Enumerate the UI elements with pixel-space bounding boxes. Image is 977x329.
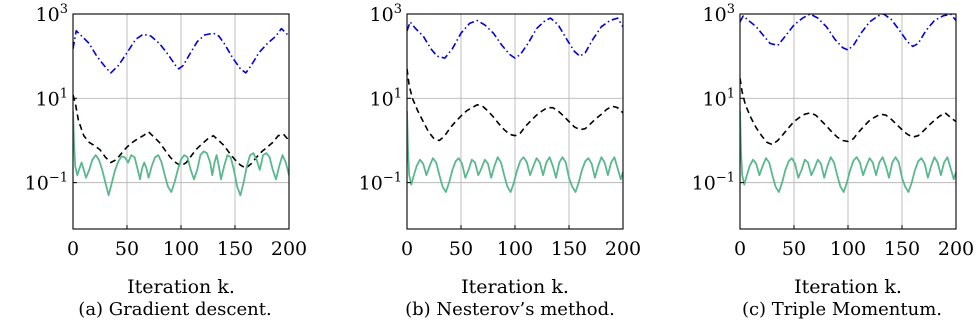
x-tick-label: 200 — [605, 238, 641, 260]
x-tick-label: 0 — [67, 238, 79, 260]
x-tick-label: 100 — [830, 238, 866, 260]
x-tick-label: 150 — [217, 238, 253, 260]
y-tick-exponent: 3 — [60, 2, 68, 17]
y-tick-exponent: 1 — [727, 86, 735, 101]
series-line-dashed — [73, 94, 289, 169]
y-tick-exponent: 3 — [394, 2, 402, 17]
series-line-solid — [740, 110, 956, 193]
x-tick-label: 50 — [782, 238, 806, 260]
y-tick-label: 10−1 — [25, 171, 68, 195]
panel-caption: (b) Nesterov’s method. — [405, 299, 615, 320]
y-tick-label: 10−1 — [692, 171, 735, 195]
y-tick-label: 101 — [370, 86, 402, 110]
x-tick-label: 50 — [115, 238, 139, 260]
x-tick-label: 200 — [271, 238, 307, 260]
y-tick-base: 10 — [359, 173, 383, 195]
y-tick-exponent: −1 — [383, 171, 402, 186]
panel-caption: (a) Gradient descent. — [78, 299, 271, 320]
series-group — [407, 17, 623, 193]
x-tick-label: 50 — [449, 238, 473, 260]
y-tick-label: 103 — [36, 2, 68, 26]
y-tick-base: 10 — [370, 88, 394, 110]
series-line-dashed — [740, 78, 956, 146]
series-line-solid — [407, 110, 623, 193]
y-tick-exponent: 3 — [727, 2, 735, 17]
y-tick-base: 10 — [36, 4, 60, 26]
series-line-dashed — [407, 68, 623, 142]
x-tick-label: 150 — [551, 238, 587, 260]
y-tick-label: 10−1 — [359, 171, 402, 195]
y-tick-label: 101 — [36, 86, 68, 110]
y-tick-label: 103 — [703, 2, 735, 26]
y-tick-exponent: −1 — [716, 171, 735, 186]
x-axis-label: Iteration k. — [127, 276, 235, 298]
x-tick-label: 0 — [734, 238, 746, 260]
x-tick-label: 100 — [163, 238, 199, 260]
series-group — [740, 14, 956, 193]
series-line-dashdot — [73, 27, 289, 74]
panel-caption: (c) Triple Momentum. — [742, 299, 942, 320]
y-tick-exponent: 1 — [60, 86, 68, 101]
series-line-dashdot — [740, 14, 956, 51]
y-tick-base: 10 — [36, 88, 60, 110]
series-line-dashdot — [407, 17, 623, 59]
y-tick-base: 10 — [703, 88, 727, 110]
x-tick-label: 100 — [497, 238, 533, 260]
x-tick-label: 150 — [884, 238, 920, 260]
y-tick-base: 10 — [703, 4, 727, 26]
y-tick-exponent: −1 — [49, 171, 68, 186]
y-tick-base: 10 — [692, 173, 716, 195]
x-tick-label: 200 — [938, 238, 974, 260]
series-group — [73, 27, 289, 197]
x-tick-label: 0 — [401, 238, 413, 260]
x-axis-label: Iteration k. — [794, 276, 902, 298]
y-tick-base: 10 — [25, 173, 49, 195]
y-tick-label: 101 — [703, 86, 735, 110]
series-line-solid — [73, 110, 289, 197]
y-tick-base: 10 — [370, 4, 394, 26]
x-axis-label: Iteration k. — [461, 276, 569, 298]
y-tick-exponent: 1 — [394, 86, 402, 101]
y-tick-label: 103 — [370, 2, 402, 26]
